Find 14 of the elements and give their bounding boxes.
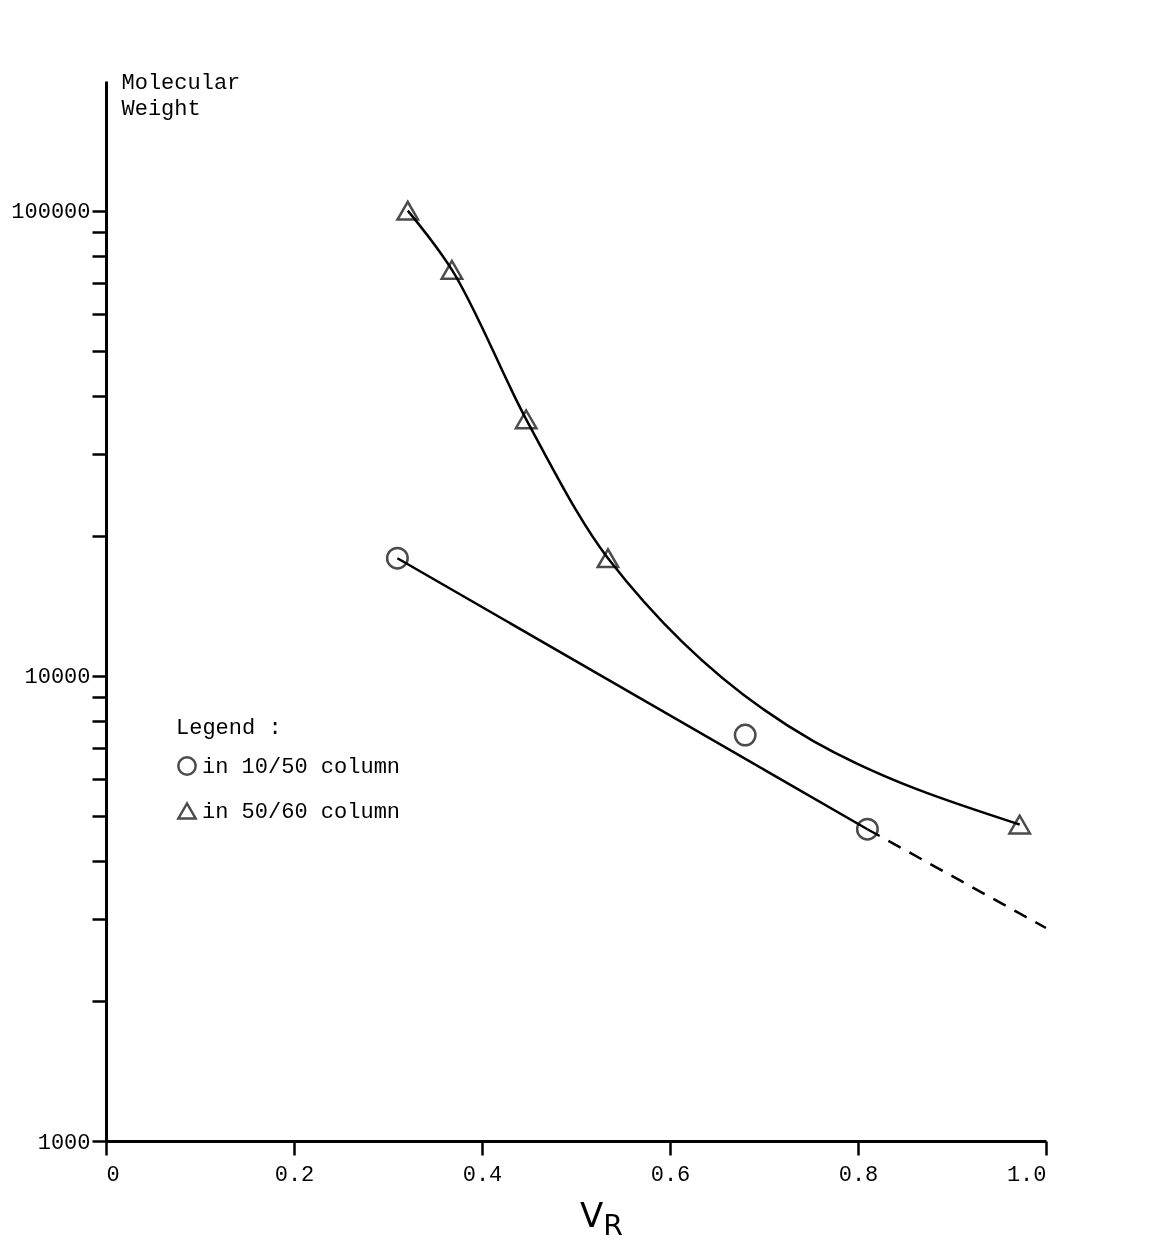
legend-label: in 10/50 column <box>202 755 401 780</box>
x-tick-label: 1.0 <box>1006 1162 1047 1188</box>
x-axis-title: V$_{R}$ <box>580 1195 623 1242</box>
y-tick-label: 100000 <box>11 200 91 226</box>
y-tick-label: 1000 <box>37 1130 91 1156</box>
y-axis-title: Molecular Weight <box>121 70 241 122</box>
x-tick-label: 0 <box>106 1162 120 1188</box>
x-tick-label: 0.4 <box>462 1162 503 1188</box>
x-tick-label: 0.6 <box>650 1162 691 1188</box>
legend-title: Legend : <box>176 716 282 741</box>
y-tick-label: 10000 <box>24 665 91 691</box>
x-tick-label: 0.2 <box>274 1162 315 1188</box>
x-tick-label: 0.8 <box>838 1162 879 1188</box>
legend-label: in 50/60 column <box>202 800 401 825</box>
